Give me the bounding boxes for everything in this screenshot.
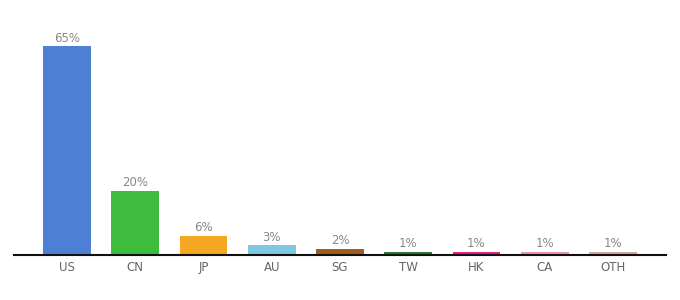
Text: 2%: 2% [330, 234, 350, 247]
Bar [316, 249, 364, 255]
Bar [248, 245, 296, 255]
Text: 1%: 1% [535, 237, 554, 250]
Text: 1%: 1% [467, 237, 486, 250]
Bar [589, 252, 636, 255]
Text: 20%: 20% [122, 176, 148, 189]
Bar [180, 236, 227, 255]
Bar [521, 252, 568, 255]
Text: 6%: 6% [194, 221, 213, 234]
Bar [384, 252, 432, 255]
Text: 1%: 1% [399, 237, 418, 250]
Text: 3%: 3% [262, 231, 281, 244]
Text: 1%: 1% [604, 237, 622, 250]
Bar [112, 191, 159, 255]
Bar [44, 46, 91, 255]
Text: 65%: 65% [54, 32, 80, 45]
Bar [453, 252, 500, 255]
